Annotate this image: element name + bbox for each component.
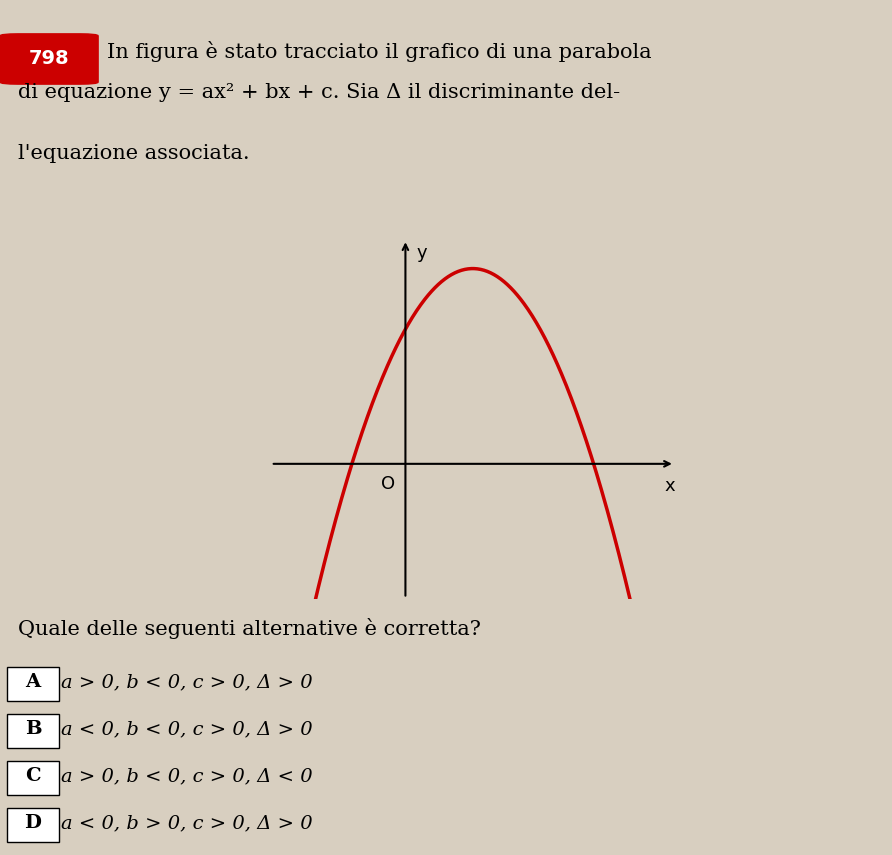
Text: a < 0, b > 0, c > 0, Δ > 0: a < 0, b > 0, c > 0, Δ > 0 [61,814,312,832]
Text: In figura è stato tracciato il grafico di una parabola: In figura è stato tracciato il grafico d… [107,41,652,62]
Text: di equazione y = ax² + bx + c. Sia Δ il discriminante del-: di equazione y = ax² + bx + c. Sia Δ il … [18,83,620,102]
Text: A: A [26,673,40,691]
Text: Quale delle seguenti alternative è corretta?: Quale delle seguenti alternative è corre… [18,618,481,639]
Text: a > 0, b < 0, c > 0, Δ < 0: a > 0, b < 0, c > 0, Δ < 0 [61,767,312,785]
Text: a < 0, b < 0, c > 0, Δ > 0: a < 0, b < 0, c > 0, Δ > 0 [61,720,312,738]
Text: C: C [25,767,41,785]
FancyBboxPatch shape [7,808,59,841]
Text: B: B [25,720,41,738]
Text: x: x [665,477,675,495]
Text: D: D [24,814,42,832]
FancyBboxPatch shape [0,34,98,84]
FancyBboxPatch shape [7,714,59,747]
Text: a > 0, b < 0, c > 0, Δ > 0: a > 0, b < 0, c > 0, Δ > 0 [61,673,312,691]
FancyBboxPatch shape [7,667,59,701]
Text: l'equazione associata.: l'equazione associata. [18,144,250,163]
Text: 798: 798 [29,49,70,68]
Text: y: y [417,244,427,262]
Text: O: O [381,475,394,492]
FancyBboxPatch shape [7,761,59,795]
